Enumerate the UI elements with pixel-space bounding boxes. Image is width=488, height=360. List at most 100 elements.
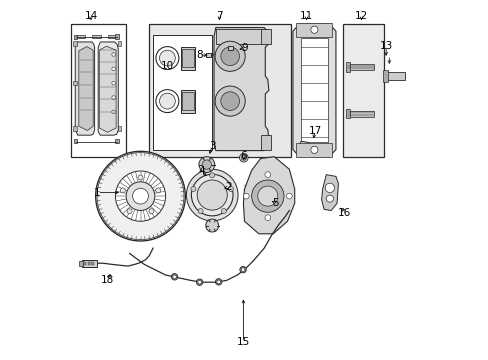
Circle shape — [186, 169, 238, 221]
Bar — [92, 36, 101, 39]
Circle shape — [239, 266, 246, 273]
Circle shape — [286, 193, 292, 199]
Bar — [296, 143, 332, 157]
Bar — [296, 23, 332, 37]
Polygon shape — [98, 42, 118, 135]
Bar — [343, 24, 384, 157]
Circle shape — [215, 86, 244, 116]
Circle shape — [209, 173, 214, 178]
Circle shape — [217, 280, 220, 284]
Circle shape — [215, 279, 222, 285]
Bar — [73, 81, 77, 85]
Bar — [206, 53, 211, 57]
Circle shape — [127, 209, 132, 214]
Polygon shape — [292, 24, 335, 157]
Text: 15: 15 — [236, 337, 249, 347]
Bar — [153, 35, 212, 149]
Bar — [115, 35, 119, 39]
Circle shape — [241, 155, 246, 160]
Bar — [386, 72, 405, 80]
Text: 17: 17 — [308, 126, 322, 135]
Bar — [260, 135, 271, 149]
Bar — [215, 30, 265, 44]
Circle shape — [264, 172, 270, 177]
Bar — [108, 36, 117, 39]
Polygon shape — [75, 42, 94, 135]
Bar — [182, 49, 193, 67]
Circle shape — [115, 171, 165, 221]
Bar — [182, 92, 193, 111]
Text: 10: 10 — [161, 61, 174, 71]
Circle shape — [112, 81, 115, 85]
Circle shape — [112, 53, 115, 56]
Circle shape — [264, 215, 270, 221]
Circle shape — [172, 275, 176, 279]
Bar — [260, 30, 271, 44]
Polygon shape — [321, 175, 338, 211]
Bar — [180, 90, 195, 113]
Circle shape — [112, 96, 115, 99]
Circle shape — [171, 274, 178, 280]
Polygon shape — [300, 39, 327, 142]
Text: 2: 2 — [224, 182, 231, 192]
Bar — [118, 41, 121, 45]
Bar — [91, 262, 93, 265]
Text: 18: 18 — [101, 275, 114, 285]
Circle shape — [221, 208, 226, 213]
Circle shape — [97, 153, 183, 240]
Polygon shape — [99, 46, 116, 132]
Bar — [74, 139, 77, 143]
Circle shape — [310, 26, 317, 33]
Text: 12: 12 — [354, 11, 367, 21]
Bar — [73, 41, 77, 45]
Bar — [88, 262, 90, 265]
Circle shape — [197, 180, 227, 210]
Circle shape — [310, 146, 317, 153]
Circle shape — [241, 268, 244, 271]
Circle shape — [257, 186, 277, 206]
Bar — [84, 262, 86, 265]
Circle shape — [112, 110, 115, 114]
Circle shape — [96, 151, 185, 241]
Bar — [180, 46, 195, 69]
Polygon shape — [297, 141, 309, 153]
Bar — [82, 260, 97, 267]
Circle shape — [196, 279, 203, 285]
Bar — [382, 70, 387, 82]
Text: 3: 3 — [208, 141, 215, 151]
Text: 14: 14 — [84, 11, 98, 21]
Circle shape — [221, 92, 239, 111]
Bar — [70, 24, 126, 157]
Circle shape — [243, 193, 249, 199]
Bar — [345, 62, 349, 72]
Text: 7: 7 — [216, 11, 222, 21]
Circle shape — [202, 160, 211, 169]
Circle shape — [155, 188, 161, 193]
Bar — [348, 64, 373, 70]
Bar — [74, 35, 77, 39]
Circle shape — [205, 219, 218, 232]
Text: 16: 16 — [338, 208, 351, 218]
Circle shape — [156, 46, 179, 69]
Bar — [345, 109, 349, 118]
Text: 1: 1 — [94, 188, 101, 198]
Polygon shape — [79, 46, 93, 131]
Circle shape — [156, 90, 179, 113]
Circle shape — [159, 93, 175, 109]
Circle shape — [325, 195, 333, 202]
Bar — [79, 261, 83, 266]
Circle shape — [132, 188, 148, 204]
Text: 11: 11 — [299, 11, 312, 21]
Circle shape — [325, 183, 334, 193]
Text: 4: 4 — [198, 166, 204, 176]
Bar — [227, 46, 232, 50]
Text: 6: 6 — [240, 150, 246, 161]
Text: 9: 9 — [241, 43, 247, 53]
Circle shape — [126, 182, 155, 211]
Circle shape — [198, 208, 203, 213]
Circle shape — [149, 209, 154, 214]
Circle shape — [120, 188, 125, 193]
Bar — [76, 36, 85, 39]
Circle shape — [191, 186, 196, 192]
Circle shape — [138, 175, 142, 180]
